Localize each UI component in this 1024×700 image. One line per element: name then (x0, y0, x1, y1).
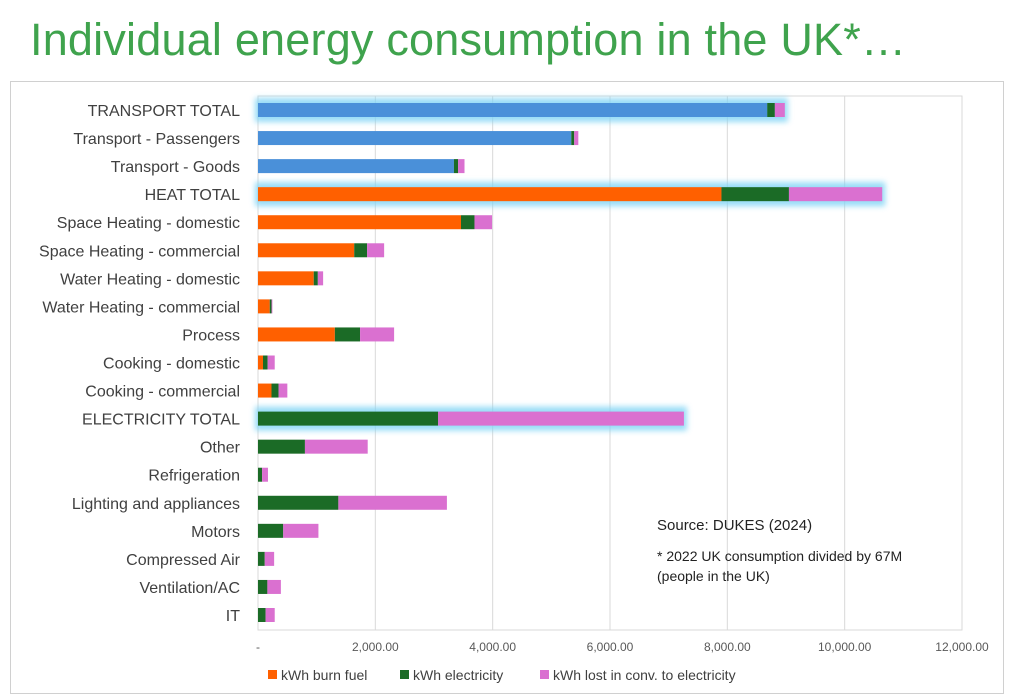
legend-swatch (540, 670, 549, 679)
legend-label: kWh burn fuel (281, 667, 367, 683)
bar-segment (258, 243, 355, 258)
category-label: Other (200, 440, 241, 457)
bar-segment (283, 523, 319, 538)
x-tick-label: 6,000.00 (587, 640, 634, 654)
category-label: Transport - Goods (111, 159, 240, 176)
bar-segment (767, 103, 775, 117)
bar-segment (367, 243, 385, 258)
bar-segment (271, 383, 279, 398)
bar-segment (258, 467, 263, 482)
category-label: Process (182, 327, 240, 344)
x-tick-label: 8,000.00 (704, 640, 751, 654)
bar-segment (258, 355, 263, 370)
category-label: Lighting and appliances (72, 496, 240, 513)
category-label: Transport - Passengers (73, 131, 240, 148)
bar-segment (258, 215, 461, 230)
category-label: Refrigeration (148, 468, 240, 485)
bar-segment (258, 159, 454, 174)
bar-segment (317, 271, 324, 286)
bar-segment (334, 327, 361, 342)
x-tick-label: 2,000.00 (352, 640, 399, 654)
bar-segment (458, 159, 465, 174)
page-title: Individual energy consumption in the UK*… (30, 14, 907, 65)
category-label: Water Heating - commercial (42, 299, 240, 316)
bar-segment (278, 383, 288, 398)
bar-segment (258, 608, 266, 622)
bar-segment (267, 355, 275, 370)
source-note: Source: DUKES (2024) (657, 517, 812, 534)
bar-segment (258, 299, 270, 314)
footnote-line-2: (people in the UK) (657, 568, 770, 584)
bar-segment (721, 187, 789, 202)
category-label: TRANSPORT TOTAL (88, 103, 240, 120)
category-label: Space Heating - commercial (39, 243, 240, 260)
x-tick-label: 10,000.00 (818, 640, 872, 654)
legend-label: kWh electricity (413, 667, 503, 683)
legend-label: kWh lost in conv. to electricity (553, 667, 736, 683)
legend-swatch (268, 670, 277, 679)
bar-segment (258, 271, 314, 286)
x-tick-label: 12,000.00 (935, 640, 989, 654)
bar-segment (258, 103, 768, 117)
bar-segment (258, 327, 335, 342)
bar-segment (354, 243, 368, 258)
x-tick-label: - (256, 640, 260, 654)
category-label: IT (226, 608, 240, 625)
bar-segment (360, 327, 395, 342)
category-label: Compressed Air (126, 552, 240, 569)
bar-segment (438, 411, 684, 426)
bar-segment (453, 159, 459, 174)
chart-frame (10, 81, 1004, 694)
bar-segment (304, 439, 368, 454)
bar-segment (258, 187, 722, 202)
bar-segment (258, 551, 265, 566)
bar-segment (258, 495, 339, 510)
bar-segment (258, 131, 572, 146)
bar-segment (264, 551, 275, 566)
bar-segment (574, 131, 579, 146)
bar-segment (258, 411, 439, 426)
category-label: ELECTRICITY TOTAL (82, 412, 240, 429)
category-label: Motors (191, 524, 240, 541)
bar-segment (262, 355, 268, 370)
bar-segment (267, 579, 281, 594)
bar-segment (258, 439, 305, 454)
category-label: Water Heating - domestic (60, 271, 240, 288)
bar-segment (265, 608, 275, 622)
bar-segment (258, 523, 284, 538)
footnote-line-1: * 2022 UK consumption divided by 67M (657, 548, 902, 564)
bar-segment (474, 215, 493, 230)
category-label: Cooking - domestic (103, 356, 240, 373)
category-label: HEAT TOTAL (145, 187, 241, 204)
category-label: Cooking - commercial (85, 384, 240, 401)
bar-segment (774, 103, 785, 117)
bar-segment (313, 271, 318, 286)
legend-swatch (400, 670, 409, 679)
bar-segment (258, 579, 268, 594)
category-label: Ventilation/AC (139, 580, 240, 597)
x-tick-label: 4,000.00 (469, 640, 516, 654)
bar-segment (571, 131, 575, 146)
bar-segment (262, 467, 268, 482)
category-label: Space Heating - domestic (57, 215, 240, 232)
bar-segment (788, 187, 883, 202)
bar-segment (271, 299, 273, 314)
bar-segment (269, 299, 272, 314)
bar-segment (258, 383, 272, 398)
bar-segment (338, 495, 447, 510)
bar-segment (460, 215, 475, 230)
